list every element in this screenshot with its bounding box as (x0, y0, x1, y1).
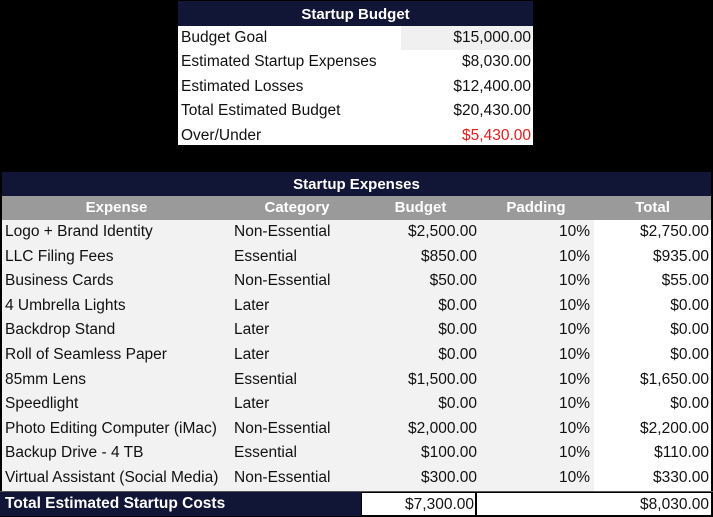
startup-budget-table: Startup Budget Budget Goal $15,000.00 Es… (177, 0, 534, 146)
budget-title: Startup Budget (178, 1, 533, 26)
total-cell[interactable]: $1,650.00 (594, 367, 711, 393)
budget-row-losses: Estimated Losses $12,400.00 (178, 75, 533, 99)
expense-cell[interactable]: 85mm Lens (2, 367, 231, 393)
padding-cell[interactable]: 10% (478, 392, 594, 417)
budget-cell[interactable]: $0.00 (363, 293, 478, 319)
expense-cell[interactable]: Virtual Assistant (Social Media) (2, 465, 231, 491)
expense-cell[interactable]: Backup Drive - 4 TB (2, 441, 231, 466)
table-row: Roll of Seamless Paper Later $0.00 10% $0.00 (0, 342, 713, 368)
category-cell[interactable]: Non-Essential (231, 269, 363, 294)
table-row: 85mm Lens Essential $1,500.00 10% $1,650.00 (0, 367, 713, 393)
header-category: Category (264, 199, 330, 216)
table-row: LLC Filing Fees Essential $850.00 10% $935.0… (0, 244, 713, 270)
table-row: Business Cards Non-Essential $50.00 10% $55.… (0, 269, 713, 294)
expense-cell[interactable]: Business Cards (2, 269, 231, 294)
table-row: Speedlight Later $0.00 10% $0.00 (0, 392, 713, 417)
budget-value: $8,030.00 (462, 53, 531, 71)
category-cell[interactable]: Essential (231, 244, 363, 270)
budget-cell[interactable]: $2,000.00 (363, 416, 478, 442)
category-cell[interactable]: Later (231, 392, 363, 417)
budget-value: $5,430.00 (462, 126, 531, 144)
expense-cell[interactable]: Backdrop Stand (2, 318, 231, 343)
budget-cell[interactable]: $2,500.00 (363, 220, 478, 245)
table-row: Backdrop Stand Later $0.00 10% $0.00 (0, 318, 713, 343)
startup-expenses-table: Startup Expenses Expense Category Budget… (0, 172, 713, 516)
padding-cell[interactable]: 10% (478, 269, 594, 294)
table-row: 4 Umbrella Lights Later $0.00 10% $0.00 (0, 293, 713, 319)
total-cell[interactable]: $935.00 (594, 244, 711, 270)
padding-cell[interactable]: 10% (478, 318, 594, 343)
expenses-title: Startup Expenses (0, 172, 713, 196)
total-row: Total Estimated Startup Costs $7,300.00 … (0, 490, 713, 516)
padding-cell[interactable]: 10% (478, 367, 594, 393)
padding-cell[interactable]: 10% (478, 465, 594, 491)
budget-cell[interactable]: $1,500.00 (363, 367, 478, 393)
budget-cell[interactable]: $0.00 (363, 342, 478, 368)
total-cell[interactable]: $2,200.00 (594, 416, 711, 442)
category-cell[interactable]: Essential (231, 367, 363, 393)
category-cell[interactable]: Non-Essential (231, 220, 363, 245)
padding-cell[interactable]: 10% (478, 441, 594, 466)
total-cell[interactable]: $0.00 (594, 342, 711, 368)
budget-cell[interactable]: $0.00 (363, 318, 478, 343)
budget-cell[interactable]: $300.00 (363, 465, 478, 491)
total-budget: $7,300.00 (361, 491, 476, 516)
expense-cell[interactable]: 4 Umbrella Lights (2, 293, 231, 319)
table-row: Logo + Brand Identity Non-Essential $2,500… (0, 220, 713, 245)
total-cell[interactable]: $55.00 (594, 269, 711, 294)
padding-cell[interactable]: 10% (478, 342, 594, 368)
category-cell[interactable]: Non-Essential (231, 416, 363, 442)
total-cell[interactable]: $2,750.00 (594, 220, 711, 245)
table-row: Backup Drive - 4 TB Essential $100.00 10% $1… (0, 441, 713, 466)
padding-cell[interactable]: 10% (478, 220, 594, 245)
budget-row-over-under: Over/Under $5,430.00 (178, 124, 533, 148)
padding-cell[interactable]: 10% (478, 244, 594, 270)
budget-cell[interactable]: $50.00 (363, 269, 478, 294)
total-total: $8,030.00 (476, 491, 713, 516)
header-budget: Budget (394, 199, 447, 216)
header-total: Total (635, 199, 670, 216)
budget-cell[interactable]: $0.00 (363, 392, 478, 417)
table-row: Virtual Assistant (Social Media) Non-Esse… (0, 465, 713, 491)
expense-cell[interactable]: Roll of Seamless Paper (2, 342, 231, 368)
budget-label: Budget Goal (181, 29, 268, 46)
total-cell[interactable]: $110.00 (594, 441, 711, 466)
table-row: Photo Editing Computer (iMac) Non-Essenti… (0, 416, 713, 442)
budget-value[interactable]: $15,000.00 (401, 26, 533, 51)
expenses-header-row: Expense Category Budget Padding Total (0, 196, 713, 220)
total-label: Total Estimated Startup Costs (0, 491, 361, 516)
budget-cell[interactable]: $850.00 (363, 244, 478, 270)
expense-cell[interactable]: LLC Filing Fees (2, 244, 231, 270)
expense-cell[interactable]: Speedlight (2, 392, 231, 417)
budget-row-expenses: Estimated Startup Expenses $8,030.00 (178, 50, 533, 74)
budget-label: Estimated Losses (181, 77, 304, 95)
category-cell[interactable]: Later (231, 293, 363, 319)
expense-cell[interactable]: Logo + Brand Identity (2, 220, 231, 245)
category-cell[interactable]: Essential (231, 441, 363, 466)
budget-cell[interactable]: $100.00 (363, 441, 478, 466)
budget-label: Total Estimated Budget (181, 102, 341, 120)
total-cell[interactable]: $0.00 (594, 293, 711, 319)
category-cell[interactable]: Non-Essential (231, 465, 363, 491)
category-cell[interactable]: Later (231, 342, 363, 368)
header-padding: Padding (506, 199, 566, 216)
total-cell[interactable]: $0.00 (594, 392, 711, 417)
header-expense: Expense (85, 199, 148, 216)
budget-row-total: Total Estimated Budget $20,430.00 (178, 99, 533, 123)
budget-value: $12,400.00 (453, 77, 531, 95)
total-cell[interactable]: $330.00 (594, 465, 711, 491)
padding-cell[interactable]: 10% (478, 293, 594, 319)
budget-value: $20,430.00 (453, 102, 531, 120)
expense-cell[interactable]: Photo Editing Computer (iMac) (2, 416, 231, 442)
budget-row-goal: Budget Goal $15,000.00 (178, 26, 533, 51)
padding-cell[interactable]: 10% (478, 416, 594, 442)
budget-label: Over/Under (181, 126, 262, 144)
total-cell[interactable]: $0.00 (594, 318, 711, 343)
budget-label: Estimated Startup Expenses (181, 53, 377, 71)
category-cell[interactable]: Later (231, 318, 363, 343)
